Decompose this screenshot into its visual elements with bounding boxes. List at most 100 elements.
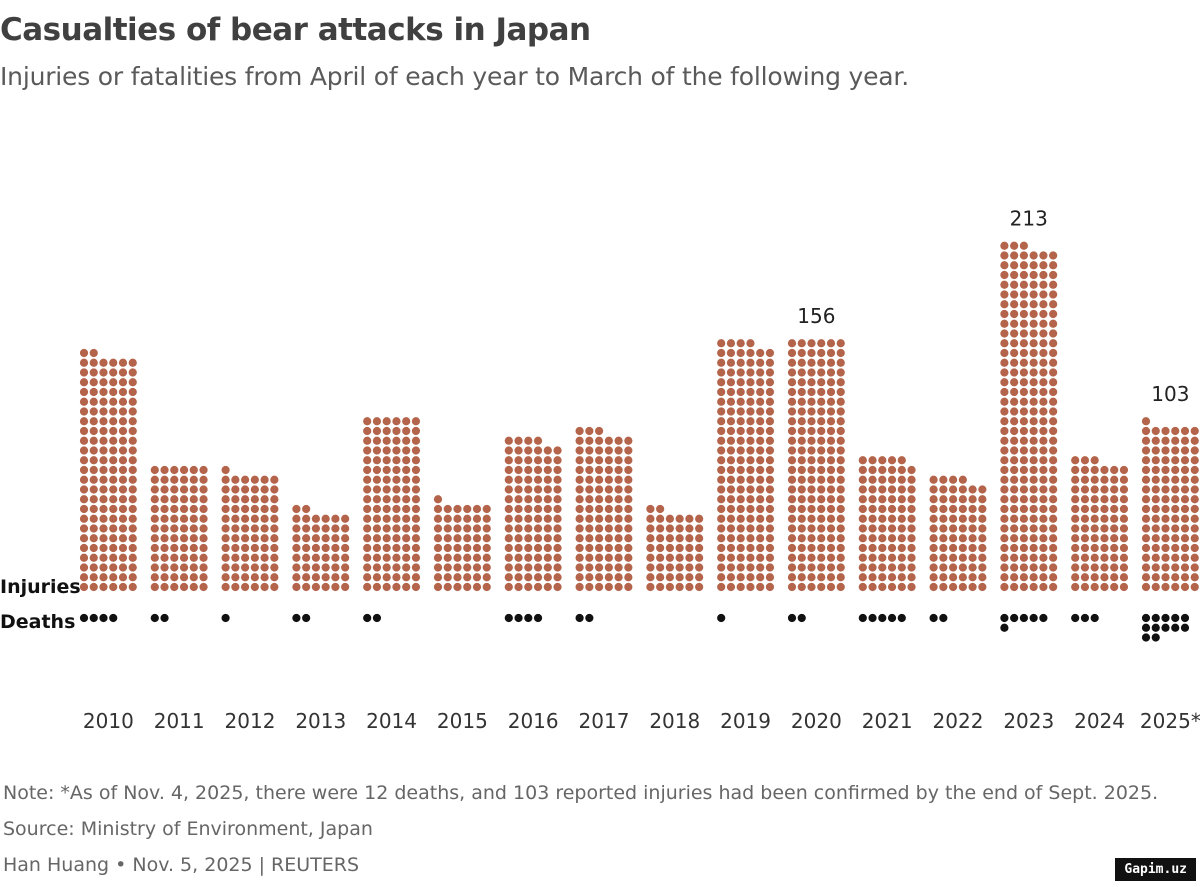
injury-dot <box>817 543 826 553</box>
injury-dot <box>363 514 372 523</box>
injury-dot <box>958 524 967 533</box>
injury-dot <box>1161 563 1170 572</box>
injury-dot <box>929 485 938 494</box>
injury-dot <box>453 504 462 514</box>
injury-dot <box>150 524 159 533</box>
injury-dot <box>160 504 169 514</box>
injury-dot <box>1110 534 1119 543</box>
injury-dot <box>765 417 775 426</box>
injury-dot <box>826 543 836 553</box>
injury-dot <box>595 582 604 592</box>
injury-dot <box>189 582 198 592</box>
injury-dot <box>1019 456 1028 465</box>
injury-dot <box>717 475 726 484</box>
injury-dot <box>231 573 240 582</box>
injury-dot <box>1000 563 1009 572</box>
injury-dot <box>382 524 391 533</box>
injury-dot <box>372 436 382 445</box>
injury-dot <box>109 553 118 562</box>
injury-dot <box>878 534 887 543</box>
injury-dot <box>817 339 826 348</box>
injury-dot <box>624 563 633 572</box>
injury-dot <box>1100 514 1109 523</box>
injury-dot <box>1049 582 1058 592</box>
injury-dot <box>817 582 826 592</box>
injury-dot <box>787 426 797 436</box>
injury-dot <box>736 553 745 562</box>
injury-dot <box>89 417 98 426</box>
injury-dot <box>726 504 736 514</box>
injury-dot <box>978 495 987 504</box>
injury-dot <box>1171 475 1180 484</box>
injury-dot <box>595 446 604 455</box>
injury-dot <box>1010 514 1019 523</box>
injury-dot <box>1049 475 1058 484</box>
injury-dot <box>1000 300 1009 309</box>
injury-dot <box>868 543 877 553</box>
injury-dot <box>1071 456 1080 465</box>
injury-dot <box>1049 397 1058 406</box>
injury-dot <box>1039 319 1048 328</box>
injury-dot <box>543 524 552 533</box>
injury-dot <box>1000 407 1009 416</box>
injury-dot <box>1071 582 1080 592</box>
injury-dot <box>604 446 613 455</box>
injury-dot <box>524 543 533 553</box>
injury-dot <box>189 475 198 484</box>
injury-dot <box>1039 358 1048 367</box>
injury-dot <box>363 426 372 436</box>
injury-dot <box>797 573 806 582</box>
injury-dot <box>646 504 655 514</box>
injury-dot <box>250 485 259 494</box>
injury-dot <box>939 553 948 562</box>
injury-dot <box>695 553 704 562</box>
injury-dot <box>109 378 118 387</box>
injury-dot <box>1049 261 1058 270</box>
injury-dot <box>160 582 169 592</box>
injury-dot <box>624 465 633 475</box>
injury-dot <box>736 426 745 436</box>
death-dot <box>1151 613 1160 623</box>
injury-dot <box>897 475 906 484</box>
injury-dot <box>1110 573 1119 582</box>
injury-dot <box>118 514 128 523</box>
injury-dot <box>170 582 179 592</box>
injury-dot <box>756 475 765 484</box>
injury-dot <box>1049 495 1058 504</box>
injury-dot <box>949 514 958 523</box>
injury-dot <box>189 524 198 533</box>
injury-dot <box>756 417 765 426</box>
injury-dot <box>382 543 391 553</box>
injury-dot <box>765 465 775 475</box>
injury-dot <box>504 436 513 445</box>
injury-dot <box>1019 563 1028 572</box>
injury-dot <box>1171 495 1180 504</box>
injury-dot <box>179 563 189 572</box>
injury-dot <box>524 475 533 484</box>
injury-dot <box>392 417 401 426</box>
injury-dot <box>858 553 867 562</box>
injury-dot <box>726 563 736 572</box>
death-dot <box>302 613 311 623</box>
injury-dot <box>128 358 137 367</box>
injury-dot <box>1049 436 1058 445</box>
injury-dot <box>1171 543 1180 553</box>
injury-dot <box>79 485 89 494</box>
death-dot <box>897 613 906 623</box>
injury-dot <box>363 582 372 592</box>
injury-dot <box>79 456 89 465</box>
injury-dot <box>109 514 118 523</box>
injury-dot <box>453 573 462 582</box>
injury-dot <box>1119 485 1129 494</box>
injury-dot <box>402 495 411 504</box>
injury-dot <box>553 573 562 582</box>
injury-dot <box>826 426 836 436</box>
injury-dot <box>797 553 806 562</box>
injury-dot <box>543 534 552 543</box>
injury-dot <box>160 465 169 475</box>
injury-dot <box>807 573 816 582</box>
injury-dot <box>575 582 584 592</box>
injury-dot <box>1039 563 1048 572</box>
injury-dot <box>656 524 665 533</box>
injury-dot <box>836 378 845 387</box>
